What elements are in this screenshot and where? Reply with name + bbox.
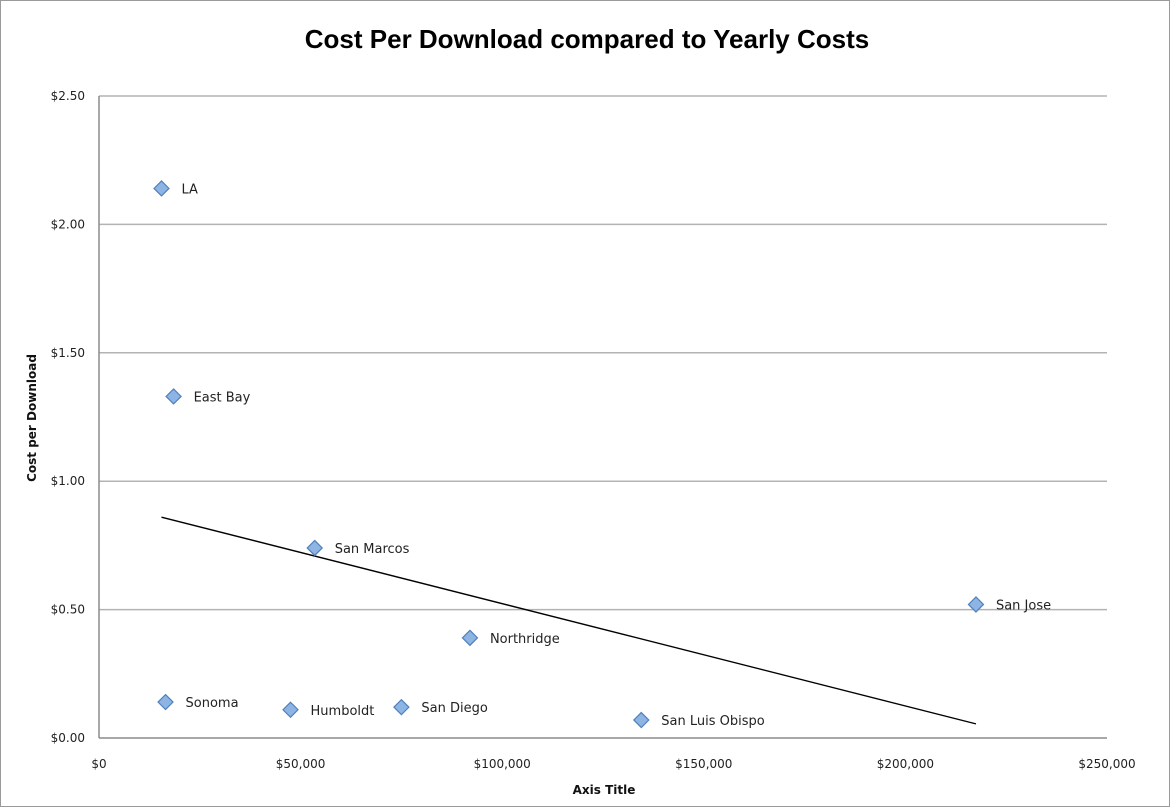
data-point xyxy=(282,701,299,719)
data-point xyxy=(393,698,410,716)
chart-title: Cost Per Download compared to Yearly Cos… xyxy=(305,24,869,54)
y-tick-label: $2.50 xyxy=(51,89,85,103)
y-tick-label: $1.00 xyxy=(51,474,85,488)
data-point-label: Northridge xyxy=(490,632,560,647)
data-point xyxy=(461,629,479,647)
x-tick-label: $200,000 xyxy=(877,757,934,771)
x-tick-label: $100,000 xyxy=(474,757,531,771)
y-tick-label: $1.50 xyxy=(51,346,85,360)
trendline xyxy=(161,516,977,725)
data-point xyxy=(967,596,985,613)
y-tick-label: $2.00 xyxy=(51,217,85,231)
y-axis-title: Cost per Download xyxy=(25,354,39,482)
data-point xyxy=(157,693,174,711)
data-point-label: LA xyxy=(181,182,198,197)
x-tick-label: $0 xyxy=(91,757,106,771)
data-point-label: San Marcos xyxy=(335,542,410,557)
tick-labels: $0.00 $0.50 $1.00 $1.50 $2.00 $2.50 $0 $50,000 $… xyxy=(51,89,1136,771)
x-tick-label: $50,000 xyxy=(276,757,326,771)
trendline-layer xyxy=(161,516,977,725)
data-points: LA East Bay San Marcos San Jose Northridge So… xyxy=(153,180,1051,729)
x-axis-title: Axis Title xyxy=(573,783,636,797)
data-point-label: Humboldt xyxy=(311,704,375,719)
data-point-label: San Jose xyxy=(996,598,1051,613)
data-point xyxy=(632,711,650,729)
data-point xyxy=(306,539,324,557)
x-tick-label: $250,000 xyxy=(1078,757,1135,771)
y-tick-label: $0.00 xyxy=(51,731,85,745)
data-point-label: San Diego xyxy=(421,701,487,716)
gridlines xyxy=(98,95,1107,739)
x-tick-label: $150,000 xyxy=(675,757,732,771)
data-point-label: East Bay xyxy=(194,390,251,405)
data-point-label: San Luis Obispo xyxy=(661,714,764,729)
data-point xyxy=(165,388,182,405)
y-tick-label: $0.50 xyxy=(51,603,85,617)
data-point-label: Sonoma xyxy=(186,696,239,711)
data-point xyxy=(153,180,170,197)
